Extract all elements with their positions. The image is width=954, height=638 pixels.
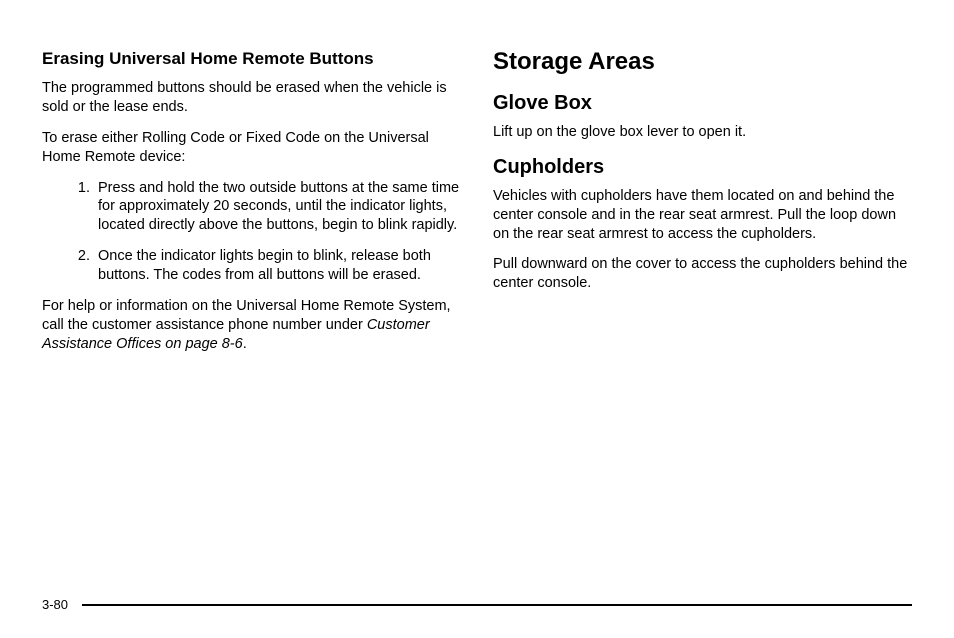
right-column: Storage Areas Glove Box Lift up on the g…: [493, 48, 912, 365]
left-p1: The programmed buttons should be erased …: [42, 79, 461, 117]
left-heading: Erasing Universal Home Remote Buttons: [42, 48, 461, 69]
left-column: Erasing Universal Home Remote Buttons Th…: [42, 48, 461, 365]
page-number: 3-80: [42, 597, 68, 612]
left-p2: To erase either Rolling Code or Fixed Co…: [42, 129, 461, 167]
step-2: Once the indicator lights begin to blink…: [94, 247, 461, 285]
cupholders-p2: Pull downward on the cover to access the…: [493, 255, 912, 293]
cupholders-p1: Vehicles with cupholders have them locat…: [493, 187, 912, 244]
cupholders-heading: Cupholders: [493, 156, 912, 179]
page-columns: Erasing Universal Home Remote Buttons Th…: [42, 48, 912, 365]
page-footer: 3-80: [42, 597, 912, 612]
footer-rule: [82, 604, 912, 606]
step-1: Press and hold the two outside buttons a…: [94, 179, 461, 236]
glove-box-text: Lift up on the glove box lever to open i…: [493, 123, 912, 142]
left-p3c: .: [243, 336, 247, 352]
storage-areas-heading: Storage Areas: [493, 48, 912, 76]
left-p3: For help or information on the Universal…: [42, 297, 461, 354]
glove-box-heading: Glove Box: [493, 92, 912, 115]
erase-steps-list: Press and hold the two outside buttons a…: [54, 179, 461, 285]
